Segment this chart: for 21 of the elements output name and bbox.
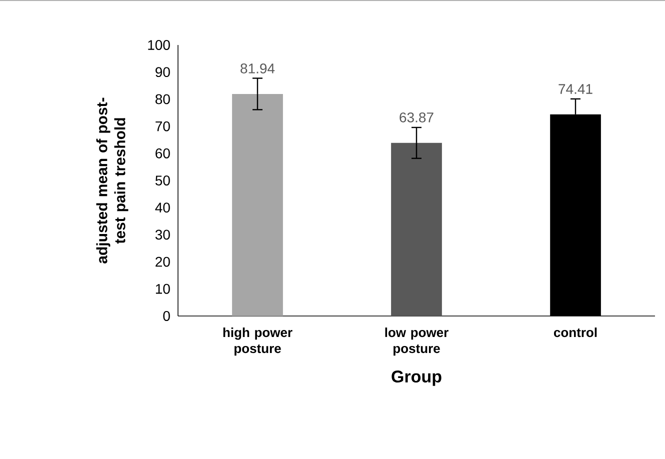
y-tick-label: 40	[155, 202, 170, 213]
y-tick-label: 70	[156, 121, 170, 132]
data-label: 81.94	[240, 63, 275, 74]
data-label: 63.87	[400, 112, 434, 122]
y-axis-title: adjusted mean of post-test pain treshold	[96, 98, 128, 264]
y-tick-label: 100	[148, 40, 170, 50]
x-tick-label: control	[554, 328, 597, 338]
bar	[232, 94, 283, 316]
y-tick-label: 30	[155, 230, 170, 240]
x-tick-label: low power posture	[385, 328, 448, 356]
x-tick-label: high power posture	[223, 328, 292, 356]
y-tick-label: 10	[156, 284, 170, 294]
y-tick-label: 20	[156, 256, 170, 267]
y-tick-label: 90	[156, 67, 170, 78]
y-tick-label: 50	[155, 176, 170, 186]
y-tick-label: 80	[156, 94, 170, 104]
y-tick-label: 60	[156, 148, 170, 158]
x-axis-title: Group	[392, 370, 442, 386]
bar	[391, 142, 442, 316]
data-label: 74.41	[558, 84, 592, 94]
y-tick-label: 0	[163, 311, 170, 321]
